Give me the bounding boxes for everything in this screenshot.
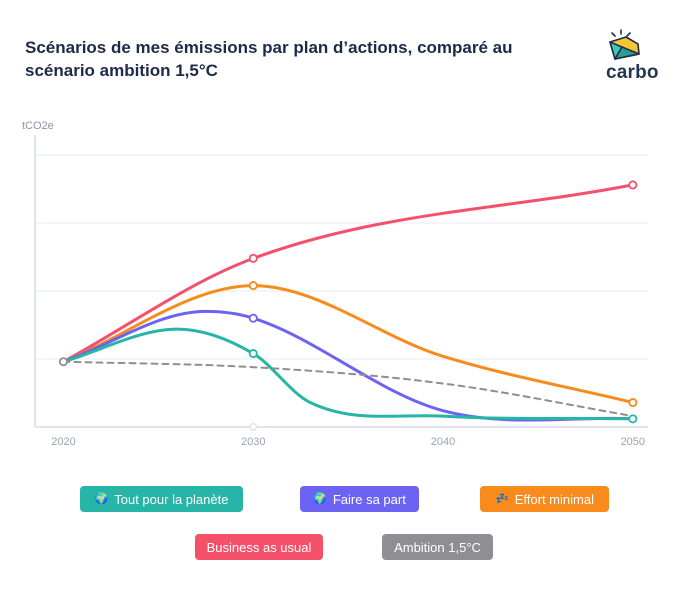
legend-label: Effort minimal: [514, 491, 594, 507]
origin-point-marker: [58, 357, 68, 367]
legend-label: Ambition 1,5°C: [394, 539, 481, 555]
chart-title: Scénarios de mes émissions par plan d’ac…: [25, 36, 545, 82]
title-line-1: Scénarios de mes émissions par plan d’ac…: [25, 38, 513, 57]
legend-label: Faire sa part: [332, 491, 406, 507]
legend-button-effort-minimal[interactable]: 💤 Effort minimal: [480, 486, 609, 512]
data-point-marker: [628, 398, 638, 408]
x-tick-label: 2020: [51, 436, 75, 448]
data-point-marker: [628, 180, 638, 190]
data-point-marker: [248, 253, 258, 263]
legend-button-faire-sa-part[interactable]: 🌍 Faire sa part: [300, 486, 419, 512]
data-point-marker: [248, 313, 258, 323]
axes: 2020 2030 2040 2050: [34, 135, 645, 448]
series-line-effort-minimal: [62, 284, 635, 404]
data-point-marker: [248, 281, 258, 291]
series-line-tout-pour-la-plan-te: [62, 327, 635, 421]
grid: [35, 154, 648, 428]
legend-label: Business as usual: [206, 539, 312, 555]
markers: [58, 180, 638, 431]
series-line-business-as-usual: [62, 183, 635, 364]
emissions-line-chart: 2020 2030 2040 2050 tCO2e: [22, 120, 648, 448]
title-line-2: scénario ambition 1,5°C: [25, 61, 218, 80]
legend-button-tout-pour-la-plan-te[interactable]: 🌍 Tout pour la planète: [80, 486, 243, 512]
legend-button-business-as-usual[interactable]: Business as usual: [195, 534, 323, 560]
x-tick-label: 2030: [241, 436, 265, 448]
sleeping-emoji-icon: 💤: [495, 492, 509, 505]
x-tick-label: 2040: [431, 436, 455, 448]
carbo-logo-icon: [609, 29, 640, 60]
axis-point-marker: [249, 423, 258, 431]
carbo-brand-name: carbo: [606, 62, 659, 83]
earth-globe-icon: 🌍: [313, 492, 327, 505]
series-line-faire-sa-part: [62, 309, 635, 422]
series-line-ambition-1-5-c: [62, 360, 634, 418]
data-point-marker: [248, 349, 258, 359]
legend-label: Tout pour la planète: [114, 491, 229, 507]
y-axis-label: tCO2e: [22, 120, 54, 132]
data-point-marker: [628, 414, 638, 424]
legend-button-ambition-1-5-c[interactable]: Ambition 1,5°C: [382, 534, 493, 560]
earth-globe-icon: 🌍: [94, 492, 109, 505]
series: [62, 183, 635, 422]
x-tick-label: 2050: [621, 436, 645, 448]
